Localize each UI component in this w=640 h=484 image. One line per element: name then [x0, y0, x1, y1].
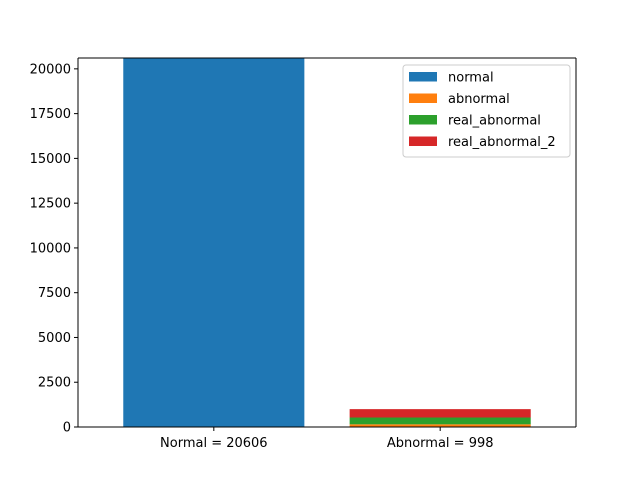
y-tick-label-17500: 17500 [30, 107, 71, 122]
y-tick-label-5000: 5000 [38, 331, 71, 346]
bar-real-abnormal-1 [349, 417, 531, 425]
y-tick-label-12500: 12500 [30, 197, 71, 212]
bar-normal-0 [123, 58, 305, 427]
y-tick-label-7500: 7500 [38, 286, 71, 301]
legend-label-abnormal: abnormal [448, 92, 510, 107]
x-tick-label-1: Abnormal = 998 [387, 436, 494, 451]
y-tick-label-15000: 15000 [30, 152, 71, 167]
bar-abnormal-1 [349, 424, 531, 427]
bar-real-abnormal-2-1 [349, 409, 531, 418]
legend-box [402, 64, 571, 158]
legend-label-real-abnormal: real_abnormal [448, 114, 541, 129]
legend-swatch-real-abnormal [409, 115, 437, 125]
y-tick-label-20000: 20000 [30, 62, 71, 77]
y-tick-label-2500: 2500 [38, 376, 71, 391]
legend-swatch-abnormal [409, 93, 437, 103]
y-tick-label-0: 0 [63, 421, 71, 436]
x-tick-label-0: Normal = 20606 [160, 436, 268, 451]
legend-swatch-normal [409, 72, 437, 82]
y-tick-label-10000: 10000 [30, 241, 71, 256]
legend-swatch-real-abnormal-2 [409, 136, 437, 146]
legend-label-normal: normal [448, 71, 494, 86]
legend-label-real-abnormal-2: real_abnormal_2 [448, 135, 556, 150]
